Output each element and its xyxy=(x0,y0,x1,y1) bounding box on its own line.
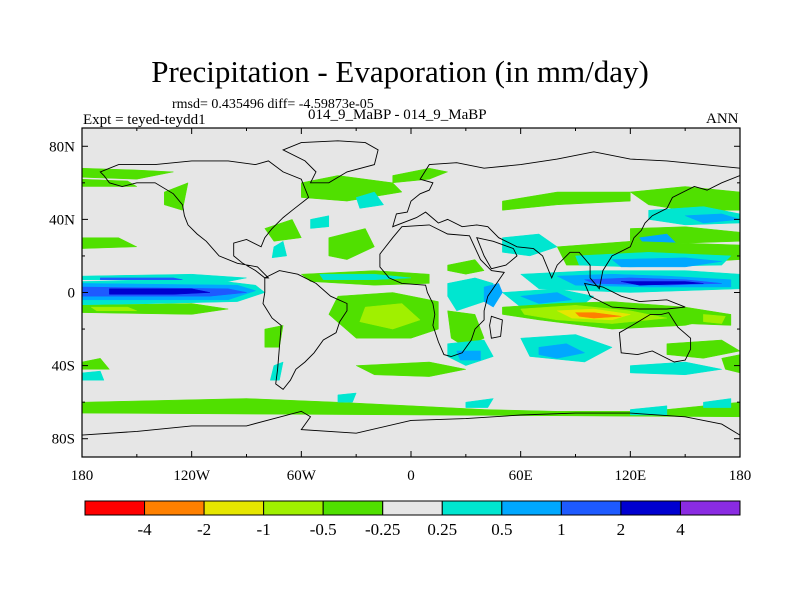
field-region-26 xyxy=(355,361,467,377)
y-tick-label-2: 0 xyxy=(68,286,76,302)
colorbar-swatch-3 xyxy=(263,500,324,516)
y-tick-label-0: 80N xyxy=(49,139,75,155)
colorbar-swatch-0 xyxy=(84,500,146,516)
colorbar-swatch-4 xyxy=(322,500,384,516)
land-outline-greenland xyxy=(282,140,379,184)
field-region-41 xyxy=(502,233,558,257)
colorbar-swatch-10 xyxy=(679,500,741,516)
field-region-9 xyxy=(82,237,138,249)
field-region-37 xyxy=(447,259,485,275)
land-outline-indonesia xyxy=(583,282,686,310)
colorbar: -4 -2 -1 -0.5 -0.25 0.25 0.5 1 2 4 xyxy=(84,500,741,539)
field-region-15 xyxy=(355,191,384,209)
field-region-34 xyxy=(703,398,732,408)
field-layer xyxy=(82,167,740,421)
field-region-54 xyxy=(620,281,704,286)
x-tick-label-4: 60E xyxy=(509,468,533,484)
y-tick-label-4: 80S xyxy=(52,432,75,448)
colorbar-label-6: 0.5 xyxy=(491,520,512,539)
field-region-6 xyxy=(100,277,183,280)
rmsd-diff-stats: rmsd= 0.435496 diff= -4.59873e-05 xyxy=(172,97,374,112)
field-region-60 xyxy=(575,312,622,319)
colorbar-swatch-7 xyxy=(501,500,562,516)
colorbar-swatch-2 xyxy=(203,500,265,516)
field-region-23 xyxy=(359,303,421,330)
colorbar-label-9: 4 xyxy=(676,520,685,539)
season-label: ANN xyxy=(706,111,739,127)
field-region-13 xyxy=(301,175,403,202)
y-tick-label-3: 40S xyxy=(52,359,75,375)
colorbar-swatch-9 xyxy=(620,500,681,516)
colorbar-swatch-5 xyxy=(382,500,443,516)
field-region-32 xyxy=(465,398,494,408)
land-outline-madagascar xyxy=(489,315,503,339)
field-region-17 xyxy=(264,219,302,242)
field-region-40 xyxy=(456,350,481,361)
field-region-19 xyxy=(392,167,448,184)
field-region-50 xyxy=(611,257,722,268)
colorbar-label-3: -0.5 xyxy=(310,520,337,539)
field-region-30 xyxy=(82,398,740,418)
colorbar-label-7: 1 xyxy=(557,520,566,539)
colorbar-label-0: -4 xyxy=(137,520,152,539)
land-outline-arabia xyxy=(476,237,518,270)
x-tick-label-2: 60W xyxy=(287,468,317,484)
chart-title: Precipitation - Evaporation (in mm/day) xyxy=(151,54,649,89)
x-tick-label-5: 120E xyxy=(614,468,646,484)
colorbar-swatch-6 xyxy=(441,500,503,516)
land-outline-eurasia xyxy=(392,151,740,290)
colorbar-swatch-8 xyxy=(560,500,622,516)
field-region-67 xyxy=(721,354,740,374)
x-tick-label-0: 180 xyxy=(71,468,94,484)
field-region-66 xyxy=(630,361,722,376)
land-outline-layer xyxy=(82,140,740,457)
land-outline-australia xyxy=(618,312,692,363)
field-region-18 xyxy=(271,241,287,259)
field-region-31 xyxy=(337,392,357,403)
axis-layer: 180 120W 60W 0 60E 120E 180 80N 40N 0 40S 80S xyxy=(49,128,751,484)
field-region-28 xyxy=(82,370,105,381)
field-region-64 xyxy=(538,343,585,359)
land-outline-south-america xyxy=(262,270,348,391)
land-outline-north-america xyxy=(99,160,310,279)
x-tick-label-3: 0 xyxy=(407,468,415,484)
experiment-label: Expt = teyed-teydd1 xyxy=(83,112,206,128)
field-region-16 xyxy=(328,228,375,260)
field-region-21 xyxy=(319,273,412,280)
colorbar-label-4: -0.25 xyxy=(365,520,400,539)
y-tick-label-1: 40N xyxy=(49,212,75,228)
land-outline-antarctica xyxy=(82,410,740,457)
colorbar-swatch-1 xyxy=(144,500,205,516)
field-region-65 xyxy=(666,339,740,359)
field-region-14 xyxy=(310,215,330,229)
colorbar-label-1: -2 xyxy=(197,520,211,539)
land-outline-africa xyxy=(379,224,505,357)
field-region-25 xyxy=(270,361,284,381)
field-region-62 xyxy=(703,314,726,324)
x-tick-label-1: 120W xyxy=(173,468,211,484)
colorbar-label-2: -1 xyxy=(257,520,271,539)
case-label: 014_9_MaBP - 014_9_MaBP xyxy=(308,107,487,123)
field-region-43 xyxy=(630,186,740,211)
field-region-42 xyxy=(502,191,631,211)
x-tick-label-6: 180 xyxy=(729,468,752,484)
colorbar-label-8: 2 xyxy=(617,520,626,539)
colorbar-label-5: 0.25 xyxy=(427,520,457,539)
field-region-7 xyxy=(82,303,229,315)
field-region-27 xyxy=(82,358,110,370)
field-region-45 xyxy=(684,213,740,224)
field-region-4 xyxy=(109,288,211,295)
field-region-56 xyxy=(520,292,573,304)
field-region-8 xyxy=(90,306,138,312)
